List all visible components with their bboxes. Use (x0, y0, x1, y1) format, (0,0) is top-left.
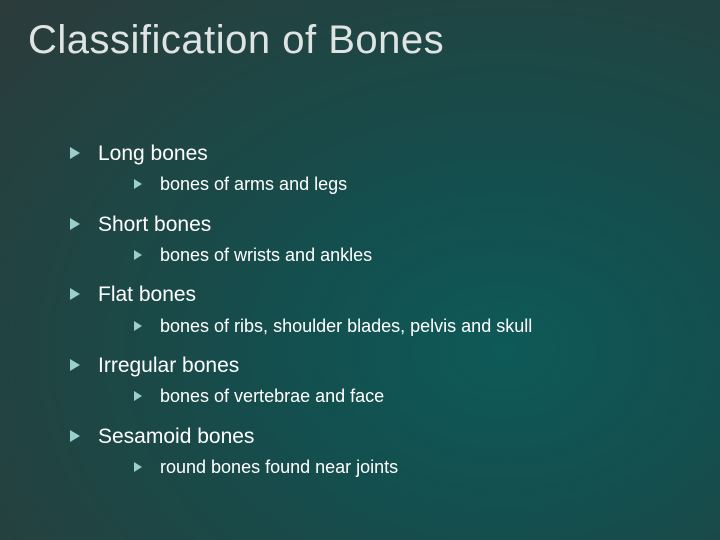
bullet-list-level1: Long bones bones of arms and legs Short … (70, 140, 680, 479)
list-item: bones of vertebrae and face (134, 385, 680, 408)
list-item: Irregular bones bones of vertebrae and f… (70, 352, 680, 409)
list-item-label: bones of arms and legs (160, 174, 347, 194)
slide: Classification of Bones Long bones bones… (0, 0, 720, 540)
list-item: round bones found near joints (134, 456, 680, 479)
list-item: Sesamoid bones round bones found near jo… (70, 423, 680, 480)
slide-content: Long bones bones of arms and legs Short … (70, 140, 680, 493)
list-item: Flat bones bones of ribs, shoulder blade… (70, 281, 680, 338)
list-item: Short bones bones of wrists and ankles (70, 211, 680, 268)
list-item: bones of wrists and ankles (134, 244, 680, 267)
list-item-label: Short bones (98, 213, 211, 236)
list-item-label: bones of wrists and ankles (160, 245, 372, 265)
bullet-list-level2: bones of vertebrae and face (134, 385, 680, 408)
slide-title: Classification of Bones (28, 18, 444, 63)
list-item-label: Irregular bones (98, 354, 239, 377)
list-item-label: bones of vertebrae and face (160, 386, 384, 406)
list-item-label: Flat bones (98, 283, 196, 306)
list-item: Long bones bones of arms and legs (70, 140, 680, 197)
list-item-label: Sesamoid bones (98, 425, 254, 448)
list-item: bones of ribs, shoulder blades, pelvis a… (134, 315, 680, 338)
list-item-label: Long bones (98, 142, 208, 165)
list-item-label: round bones found near joints (160, 457, 398, 477)
bullet-list-level2: bones of ribs, shoulder blades, pelvis a… (134, 315, 680, 338)
list-item-label: bones of ribs, shoulder blades, pelvis a… (160, 316, 532, 336)
list-item: bones of arms and legs (134, 173, 680, 196)
bullet-list-level2: bones of wrists and ankles (134, 244, 680, 267)
bullet-list-level2: round bones found near joints (134, 456, 680, 479)
bullet-list-level2: bones of arms and legs (134, 173, 680, 196)
